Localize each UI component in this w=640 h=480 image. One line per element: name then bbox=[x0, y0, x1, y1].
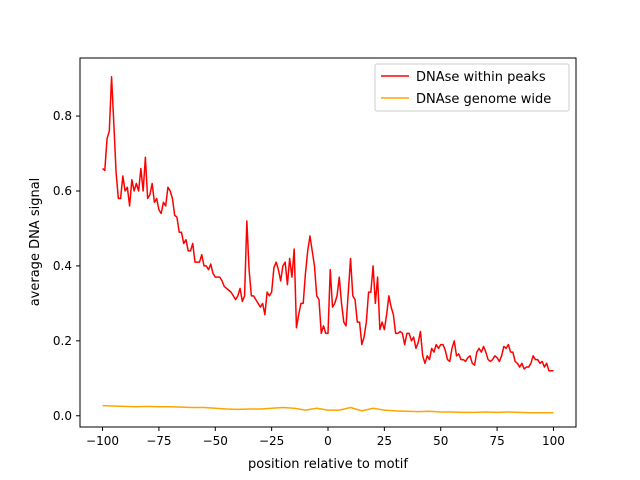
legend-label-genome: DNAse genome wide bbox=[416, 92, 551, 107]
y-tick-label: 0.2 bbox=[53, 334, 72, 348]
x-tick-label: −50 bbox=[203, 434, 228, 448]
y-tick-label: 0.0 bbox=[53, 409, 72, 423]
series-line-genome bbox=[102, 404, 554, 414]
x-tick-label: 100 bbox=[542, 434, 565, 448]
series-line-peaks bbox=[102, 75, 554, 372]
legend-label-peaks: DNAse within peaks bbox=[416, 70, 546, 85]
x-axis-label: position relative to motif bbox=[248, 457, 408, 472]
y-tick-label: 0.6 bbox=[53, 184, 72, 198]
x-tick-label: 0 bbox=[324, 434, 332, 448]
x-tick-label: 75 bbox=[489, 434, 504, 448]
axes-frame bbox=[79, 57, 577, 428]
legend-box bbox=[374, 63, 570, 112]
legend: DNAse within peaks DNAse genome wide bbox=[374, 63, 570, 112]
y-axis-label: average DNA signal bbox=[28, 178, 43, 307]
x-tick-label: 25 bbox=[377, 434, 392, 448]
x-tick-label: 50 bbox=[433, 434, 448, 448]
x-tick-label: −25 bbox=[259, 434, 284, 448]
x-tick-label: −100 bbox=[86, 434, 119, 448]
x-tick-label: −75 bbox=[146, 434, 171, 448]
y-tick-label: 0.4 bbox=[53, 259, 72, 273]
y-tick-label: 0.8 bbox=[53, 109, 72, 123]
